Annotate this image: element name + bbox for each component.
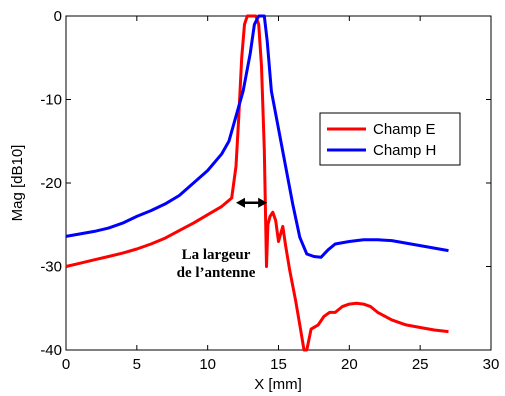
plot-area bbox=[65, 15, 492, 351]
y-tick-label: -20 bbox=[40, 175, 62, 192]
series-line-champ-e bbox=[65, 14, 449, 352]
legend: Champ E Champ H bbox=[319, 112, 461, 166]
legend-label: Champ E bbox=[373, 121, 436, 138]
x-tick-label: 15 bbox=[270, 356, 287, 373]
x-tick-label: 5 bbox=[133, 356, 141, 373]
y-tick-label: -30 bbox=[40, 259, 62, 276]
annotation-text: La largeur bbox=[182, 247, 251, 263]
width-arrow-right-head bbox=[258, 197, 268, 208]
annotation-text: de l’antenne bbox=[177, 265, 256, 281]
x-tick-label: 10 bbox=[199, 356, 216, 373]
width-arrow-left-head bbox=[236, 197, 245, 208]
x-tick-label: 25 bbox=[412, 356, 429, 373]
series-line-champ-h bbox=[65, 14, 449, 259]
y-tick-label: 0 bbox=[54, 8, 62, 25]
x-tick-label: 0 bbox=[62, 356, 70, 373]
y-axis-label: Mag [dB10] bbox=[9, 145, 26, 222]
y-tick-label: -40 bbox=[40, 342, 62, 359]
x-tick-label: 20 bbox=[341, 356, 358, 373]
y-tick-label: -10 bbox=[40, 92, 62, 109]
x-axis-label: X [mm] bbox=[254, 376, 302, 393]
x-tick-label: 30 bbox=[483, 356, 500, 373]
legend-box bbox=[319, 112, 461, 166]
legend-label: Champ H bbox=[373, 142, 436, 159]
